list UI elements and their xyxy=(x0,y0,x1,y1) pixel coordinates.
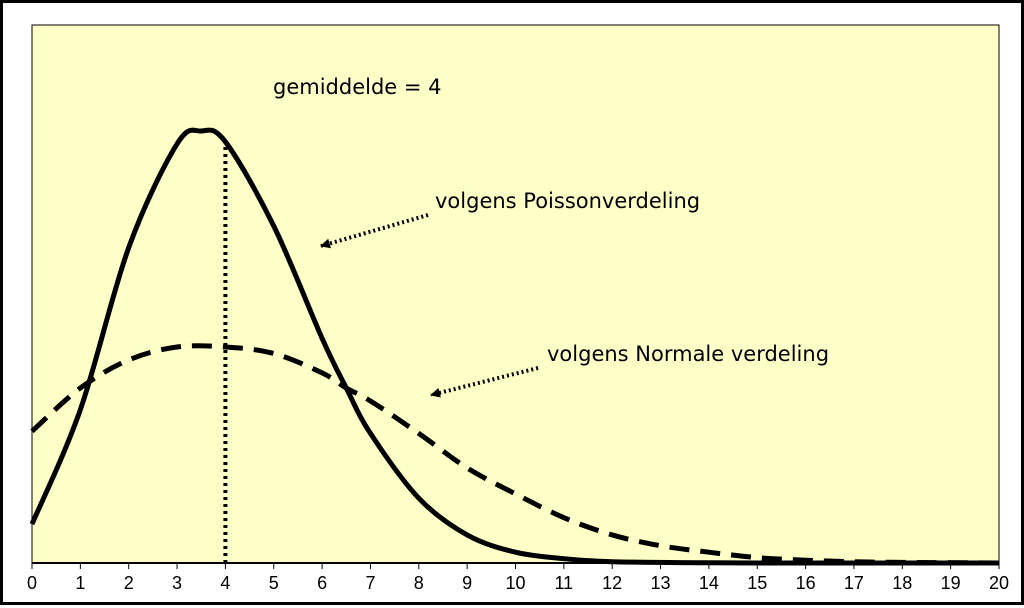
mean-annotation: gemiddelde = 4 xyxy=(273,75,442,99)
normal-arrow xyxy=(430,366,539,398)
x-tick-label: 13 xyxy=(651,573,671,593)
poisson-arrow xyxy=(320,213,429,249)
x-tick-label: 4 xyxy=(220,573,230,593)
x-tick-label: 17 xyxy=(844,573,864,593)
x-tick-label: 7 xyxy=(365,573,375,593)
x-tick-label: 3 xyxy=(172,573,182,593)
x-tick-label: 20 xyxy=(989,573,1009,593)
x-tick-label: 16 xyxy=(796,573,816,593)
x-tick-label: 6 xyxy=(317,573,327,593)
x-tick-label: 18 xyxy=(892,573,912,593)
normal-annotation: volgens Normale verdeling xyxy=(547,342,829,366)
poisson-annotation: volgens Poissonverdeling xyxy=(435,189,700,213)
x-tick-label: 15 xyxy=(747,573,767,593)
x-tick-label: 11 xyxy=(555,573,574,593)
annotation-layer: gemiddelde = 4 volgens Poissonverdeling … xyxy=(273,75,829,398)
x-tick-label: 19 xyxy=(941,573,961,593)
x-tick-label: 9 xyxy=(462,573,472,593)
chart-svg: 0 1 2 3 4 5 6 7 8 9 10 11 12 13 14 15 16 17 18 19 20 gemidde… xyxy=(27,24,1009,593)
x-tick-label: 12 xyxy=(602,573,622,593)
normal-distribution-line xyxy=(30,343,1000,566)
x-tick-label: 8 xyxy=(414,573,424,593)
x-tick-label: 0 xyxy=(27,573,37,593)
x-tick-label: 5 xyxy=(269,573,279,593)
plot-area xyxy=(31,24,1000,564)
x-tick-label: 2 xyxy=(124,573,134,593)
x-axis: 0 1 2 3 4 5 6 7 8 9 10 11 12 13 14 15 16 17 18 19 20 xyxy=(27,562,1009,593)
x-tick-label: 10 xyxy=(505,573,525,593)
x-tick-label: 1 xyxy=(75,573,85,593)
x-tick-label: 14 xyxy=(699,573,719,593)
